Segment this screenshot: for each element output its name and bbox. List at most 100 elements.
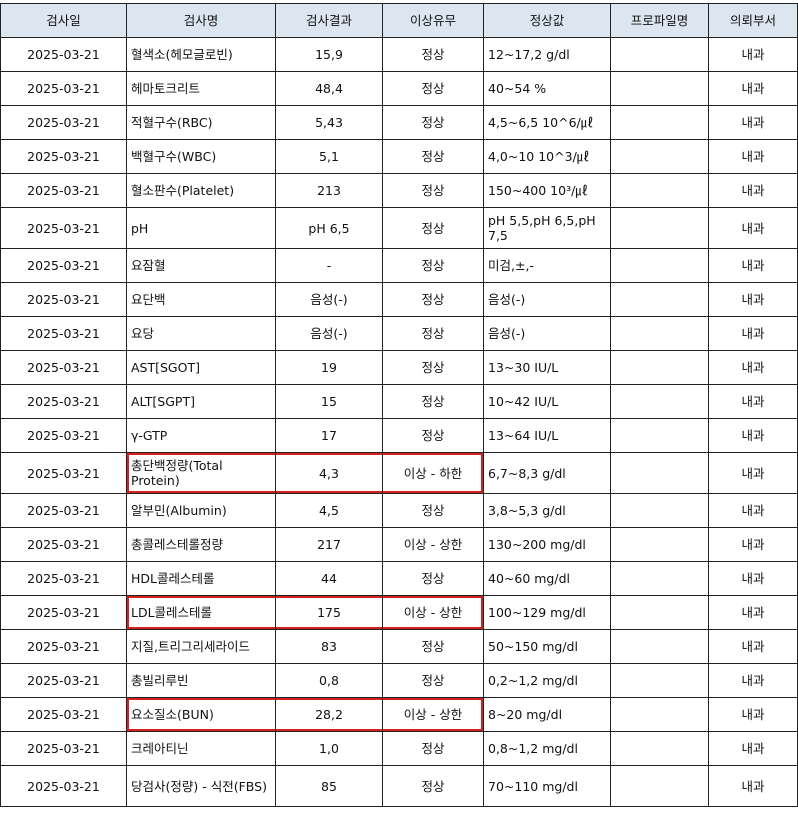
cell-result: 음성(-)	[275, 316, 383, 351]
cell-result: pH 6,5	[275, 207, 383, 249]
cell-status: 이상 - 상한	[382, 595, 484, 630]
cell-dept: 내과	[708, 384, 798, 419]
cell-name: 알부민(Albumin)	[126, 493, 276, 528]
cell-date: 2025-03-21	[0, 765, 127, 807]
cell-normal: 0,2~1,2 mg/dl	[483, 663, 611, 698]
cell-status: 정상	[382, 282, 484, 317]
cell-status: 이상 - 하한	[382, 452, 484, 494]
cell-normal: 4,5~6,5 10^6/㎕	[483, 105, 611, 140]
cell-dept: 내과	[708, 316, 798, 351]
cell-result: 15,9	[275, 37, 383, 72]
cell-profile	[610, 765, 709, 807]
cell-date: 2025-03-21	[0, 663, 127, 698]
table-row: 2025-03-21 요잠혈 - 정상 미검,±,- 내과	[0, 248, 798, 283]
cell-status: 정상	[382, 493, 484, 528]
cell-date: 2025-03-21	[0, 629, 127, 664]
cell-name: 총단백정량(Total Protein)	[126, 452, 276, 494]
cell-status: 정상	[382, 731, 484, 766]
cell-name: 지질,트리그리세라이드	[126, 629, 276, 664]
cell-date: 2025-03-21	[0, 139, 127, 174]
cell-normal: 6,7~8,3 g/dl	[483, 452, 611, 494]
cell-status: 이상 - 상한	[382, 527, 484, 562]
cell-date: 2025-03-21	[0, 207, 127, 249]
column-header-profile: 프로파일명	[610, 3, 709, 38]
cell-profile	[610, 697, 709, 732]
cell-status: 정상	[382, 248, 484, 283]
cell-dept: 내과	[708, 248, 798, 283]
cell-result: 음성(-)	[275, 282, 383, 317]
cell-date: 2025-03-21	[0, 493, 127, 528]
cell-status: 정상	[382, 384, 484, 419]
cell-normal: 13~64 IU/L	[483, 418, 611, 453]
cell-profile	[610, 316, 709, 351]
table-row: 2025-03-21 혈색소(헤모글로빈) 15,9 정상 12~17,2 g/dl 내과	[0, 37, 798, 72]
cell-date: 2025-03-21	[0, 418, 127, 453]
cell-name: AST[SGOT]	[126, 350, 276, 385]
cell-normal: pH 5,5,pH 6,5,pH 7,5	[483, 207, 611, 249]
cell-date: 2025-03-21	[0, 731, 127, 766]
cell-status: 정상	[382, 105, 484, 140]
cell-dept: 내과	[708, 350, 798, 385]
cell-result: 1,0	[275, 731, 383, 766]
cell-normal: 100~129 mg/dl	[483, 595, 611, 630]
cell-name: 총콜레스테롤정량	[126, 527, 276, 562]
cell-profile	[610, 731, 709, 766]
cell-status: 정상	[382, 765, 484, 807]
cell-dept: 내과	[708, 595, 798, 630]
cell-dept: 내과	[708, 663, 798, 698]
cell-name: HDL콜레스테롤	[126, 561, 276, 596]
cell-profile	[610, 71, 709, 106]
cell-dept: 내과	[708, 527, 798, 562]
cell-profile	[610, 561, 709, 596]
cell-name: 혈색소(헤모글로빈)	[126, 37, 276, 72]
cell-result: -	[275, 248, 383, 283]
table-row: 2025-03-21 당검사(정량) - 식전(FBS) 85 정상 70~110 mg…	[0, 765, 798, 807]
cell-name: 요단백	[126, 282, 276, 317]
cell-result: 85	[275, 765, 383, 807]
cell-normal: 3,8~5,3 g/dl	[483, 493, 611, 528]
table-row: 2025-03-21 요소질소(BUN) 28,2 이상 - 상한 8~20 mg/dl…	[0, 697, 798, 732]
cell-dept: 내과	[708, 139, 798, 174]
cell-dept: 내과	[708, 731, 798, 766]
table-row: 2025-03-21 요단백 음성(-) 정상 음성(-) 내과	[0, 282, 798, 317]
table-row: 2025-03-21 AST[SGOT] 19 정상 13~30 IU/L 내과	[0, 350, 798, 385]
cell-status: 정상	[382, 37, 484, 72]
cell-profile	[610, 282, 709, 317]
cell-date: 2025-03-21	[0, 697, 127, 732]
cell-profile	[610, 493, 709, 528]
cell-result: 44	[275, 561, 383, 596]
cell-result: 83	[275, 629, 383, 664]
cell-profile	[610, 527, 709, 562]
column-header-date: 검사일	[0, 3, 127, 38]
table-row: 2025-03-21 알부민(Albumin) 4,5 정상 3,8~5,3 g/dl 내…	[0, 493, 798, 528]
cell-result: 4,3	[275, 452, 383, 494]
cell-profile	[610, 37, 709, 72]
cell-normal: 13~30 IU/L	[483, 350, 611, 385]
cell-dept: 내과	[708, 493, 798, 528]
cell-name: pH	[126, 207, 276, 249]
cell-name: 크레아티닌	[126, 731, 276, 766]
cell-name: 요잠혈	[126, 248, 276, 283]
table-row: 2025-03-21 총단백정량(Total Protein) 4,3 이상 - 하한…	[0, 452, 798, 494]
cell-date: 2025-03-21	[0, 71, 127, 106]
column-header-name: 검사명	[126, 3, 276, 38]
cell-normal: 8~20 mg/dl	[483, 697, 611, 732]
cell-date: 2025-03-21	[0, 248, 127, 283]
cell-profile	[610, 595, 709, 630]
cell-result: 217	[275, 527, 383, 562]
cell-status: 정상	[382, 418, 484, 453]
column-header-result: 검사결과	[275, 3, 383, 38]
cell-name: γ-GTP	[126, 418, 276, 453]
cell-profile	[610, 418, 709, 453]
cell-name: 요당	[126, 316, 276, 351]
cell-normal: 10~42 IU/L	[483, 384, 611, 419]
cell-status: 정상	[382, 139, 484, 174]
cell-date: 2025-03-21	[0, 350, 127, 385]
cell-name: 적혈구수(RBC)	[126, 105, 276, 140]
cell-date: 2025-03-21	[0, 282, 127, 317]
cell-profile	[610, 139, 709, 174]
cell-dept: 내과	[708, 418, 798, 453]
table-row: 2025-03-21 HDL콜레스테롤 44 정상 40~60 mg/dl 내과	[0, 561, 798, 596]
cell-dept: 내과	[708, 765, 798, 807]
cell-normal: 음성(-)	[483, 282, 611, 317]
